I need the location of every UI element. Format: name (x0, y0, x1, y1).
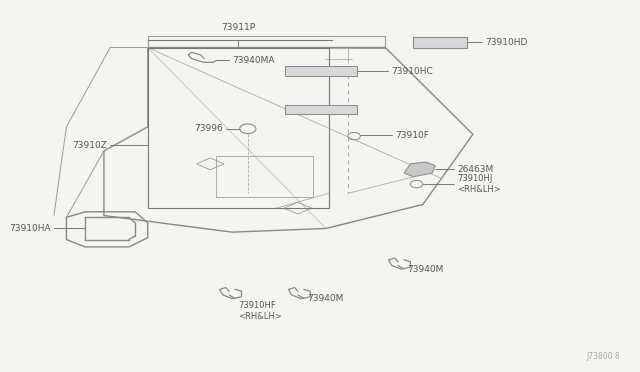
Bar (413, 37, 467, 48)
Polygon shape (404, 162, 435, 177)
Text: 73940MA: 73940MA (232, 56, 275, 65)
Text: 73910HC: 73910HC (392, 67, 433, 76)
Text: 73910HF
<RH&LH>: 73910HF <RH&LH> (238, 301, 282, 321)
Text: 73911P: 73911P (221, 23, 255, 32)
Bar (285, 66, 357, 76)
Text: 73910F: 73910F (395, 131, 429, 140)
Bar (285, 105, 357, 114)
Text: 73910Z: 73910Z (72, 141, 107, 150)
Text: 73996: 73996 (194, 124, 223, 133)
Text: 73910HJ
<RH&LH>: 73910HJ <RH&LH> (457, 174, 501, 194)
Text: 73940M: 73940M (407, 264, 444, 273)
Text: 73910HD: 73910HD (485, 38, 528, 47)
Text: 73940M: 73940M (307, 294, 344, 303)
Text: 26463M: 26463M (457, 165, 493, 174)
Text: 73910HA: 73910HA (9, 224, 51, 233)
Bar (216, 157, 314, 197)
Bar (148, 48, 329, 208)
Text: J73800 8: J73800 8 (586, 352, 620, 361)
